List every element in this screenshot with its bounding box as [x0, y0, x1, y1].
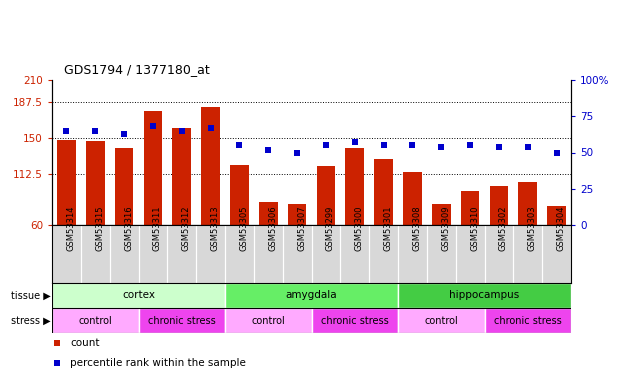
Bar	[225, 308, 312, 333]
Text: GSM53312: GSM53312	[182, 205, 191, 251]
Text: GSM53311: GSM53311	[153, 205, 162, 251]
Bar	[138, 308, 225, 333]
Text: chronic stress: chronic stress	[321, 315, 389, 326]
Bar	[201, 107, 220, 225]
Bar	[230, 165, 249, 225]
Text: GSM53308: GSM53308	[412, 205, 422, 251]
Text: cortex: cortex	[122, 291, 155, 300]
Text: control: control	[78, 315, 112, 326]
Bar	[398, 308, 484, 333]
Text: GSM53313: GSM53313	[211, 205, 220, 251]
Text: percentile rank within the sample: percentile rank within the sample	[70, 358, 246, 368]
Text: chronic stress: chronic stress	[148, 315, 215, 326]
Bar	[374, 159, 393, 225]
Bar	[173, 128, 191, 225]
Bar	[52, 283, 225, 308]
Text: GSM53316: GSM53316	[124, 205, 133, 251]
Bar	[52, 308, 138, 333]
Text: control: control	[252, 315, 285, 326]
Text: GSM53304: GSM53304	[556, 205, 566, 251]
Text: GSM53300: GSM53300	[355, 205, 364, 251]
Text: GSM53310: GSM53310	[470, 205, 479, 251]
Text: GSM53315: GSM53315	[95, 205, 104, 251]
Bar	[115, 148, 134, 225]
Text: amygdala: amygdala	[286, 291, 337, 300]
Bar	[317, 166, 335, 225]
Text: GSM53305: GSM53305	[240, 205, 248, 251]
Text: GSM53307: GSM53307	[297, 205, 306, 251]
Bar	[259, 202, 278, 225]
Text: GSM53301: GSM53301	[384, 205, 392, 251]
Bar	[288, 204, 306, 225]
Bar	[143, 111, 162, 225]
Text: GSM53302: GSM53302	[499, 205, 508, 251]
Text: GSM53314: GSM53314	[66, 205, 75, 251]
Text: tissue ▶: tissue ▶	[11, 291, 50, 300]
Bar	[461, 191, 479, 225]
Bar	[403, 172, 422, 225]
Text: stress ▶: stress ▶	[11, 315, 50, 326]
Text: chronic stress: chronic stress	[494, 315, 561, 326]
Bar	[489, 186, 508, 225]
Bar	[86, 141, 104, 225]
Bar	[312, 308, 398, 333]
Text: GSM53299: GSM53299	[326, 205, 335, 251]
Bar	[225, 283, 398, 308]
Bar	[345, 148, 364, 225]
Text: control: control	[424, 315, 458, 326]
Text: hippocampus: hippocampus	[450, 291, 520, 300]
Bar	[547, 206, 566, 225]
Text: GDS1794 / 1377180_at: GDS1794 / 1377180_at	[65, 63, 210, 76]
Bar	[432, 204, 451, 225]
Bar	[57, 140, 76, 225]
Text: count: count	[70, 338, 99, 348]
Text: GSM53303: GSM53303	[528, 205, 537, 251]
Bar	[398, 283, 571, 308]
Text: GSM53306: GSM53306	[268, 205, 277, 251]
Bar	[484, 308, 571, 333]
Bar	[519, 182, 537, 225]
Text: GSM53309: GSM53309	[442, 205, 450, 251]
